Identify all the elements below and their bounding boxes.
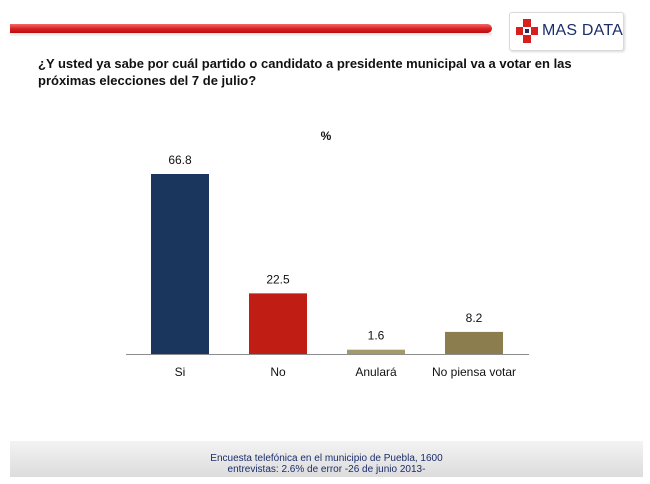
footer-line-1: Encuesta telefónica en el municipio de P… [210,453,443,464]
logo-text: MAS DATA [542,22,624,39]
header-accent-bar [10,24,492,33]
bar-3 [347,349,405,354]
bar-value-label: 1.6 [368,329,385,343]
question-title: ¿Y usted ya sabe por cuál partido o cand… [38,56,572,88]
header-accent-shadow [10,33,492,37]
category-label: No piensa votar [432,365,516,379]
footer-note: Encuesta telefónica en el municipio de P… [10,441,643,477]
bar-chart: % 66.8 Si 22.5 No 1.6 Anulará 8.2 No piensa vot… [126,129,529,379]
footer-line-2: entrevistas: 2.6% de error -26 de junio … [227,464,426,475]
bar-4 [445,331,503,354]
category-label: Anulará [355,365,397,379]
category-label: Si [175,365,186,379]
bar-value-label: 8.2 [466,311,483,325]
mas-data-logo: MAS DATA [509,12,624,51]
bar-1 [151,174,209,354]
bar-value-label: 66.8 [168,153,192,167]
bar-value-label: 22.5 [266,272,290,286]
chart-unit-label: % [321,129,332,143]
bar-2 [249,293,307,354]
cross-icon [516,19,538,43]
category-label: No [270,365,286,379]
